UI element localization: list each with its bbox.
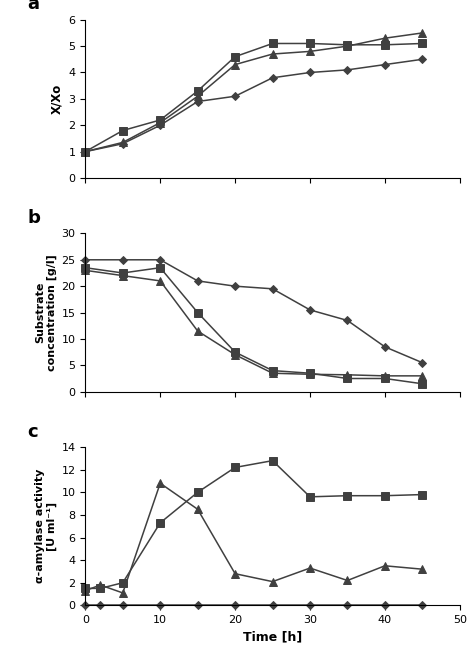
Text: a: a <box>27 0 39 13</box>
Text: c: c <box>27 422 38 441</box>
Y-axis label: α-amylase activity
[U ml⁻¹]: α-amylase activity [U ml⁻¹] <box>36 469 57 584</box>
Text: b: b <box>27 209 40 227</box>
Y-axis label: X/Xo: X/Xo <box>50 84 63 114</box>
X-axis label: Time [h]: Time [h] <box>243 630 302 644</box>
Y-axis label: Substrate
concentration [g/l]: Substrate concentration [g/l] <box>36 254 57 371</box>
